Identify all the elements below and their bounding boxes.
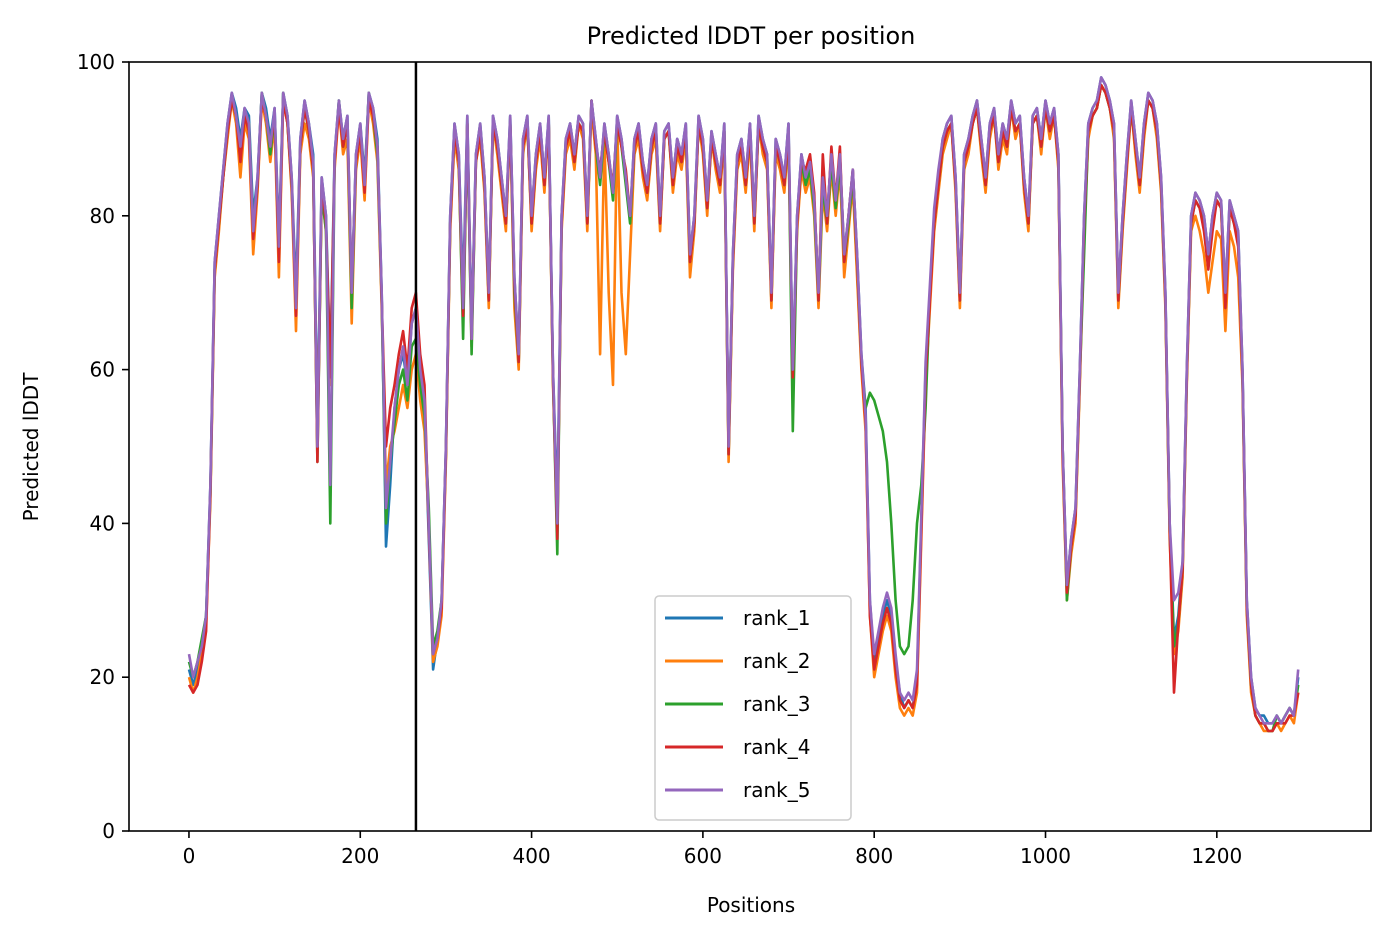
x-tick-label: 0: [183, 844, 196, 868]
series-line-rank_5: [187, 76, 1300, 725]
y-tick-label: 40: [90, 511, 115, 535]
plot-frame: [128, 61, 1372, 832]
chart-title: Predicted lDDT per position: [587, 22, 916, 50]
legend-label-rank_2: rank_2: [743, 649, 810, 673]
legend-box: [654, 595, 852, 821]
x-tick-label: 200: [341, 844, 379, 868]
x-tick-label: 600: [684, 844, 722, 868]
legend-label-rank_4: rank_4: [743, 735, 810, 759]
x-tick-label: 400: [512, 844, 550, 868]
x-tick-label: 800: [855, 844, 893, 868]
x-tick-label: 1200: [1191, 844, 1242, 868]
legend: rank_1 rank_2 rank_3 rank_4 rank_5: [654, 595, 852, 821]
legend-label-rank_1: rank_1: [743, 606, 810, 630]
y-tick-label: 0: [102, 819, 115, 843]
y-tick-label: 20: [90, 665, 115, 689]
y-tick-label: 80: [90, 204, 115, 228]
x-tick-label: 1000: [1020, 844, 1071, 868]
x-axis-label: Positions: [707, 893, 795, 917]
legend-label-rank_3: rank_3: [743, 692, 810, 716]
y-tick-label: 100: [77, 50, 115, 74]
legend-label-rank_5: rank_5: [743, 778, 810, 802]
y-axis-label: Predicted lDDT: [19, 372, 43, 522]
y-tick-label: 60: [90, 358, 115, 382]
axes: 0 200 400 600 800 1000 1200 0 20 40 60 80 100: [77, 50, 1372, 868]
plot-area: [187, 62, 1300, 831]
